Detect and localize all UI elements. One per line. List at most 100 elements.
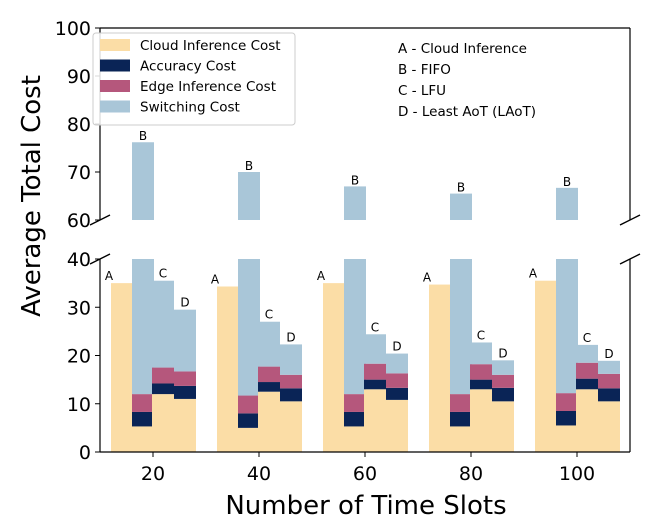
bar-label-20-b: B [139,129,147,143]
bar-80-c-cloud-inference-cost [470,389,492,452]
bar-label-40-a: A [211,273,220,287]
annotation-1: B - FIFO [398,62,451,78]
legend-swatch-cloud-inference-cost [100,39,130,51]
bar-label-40-b: B [245,159,253,173]
bar-40-b-switching-cost [238,259,260,396]
bar-40-d-edge-inference-cost [280,374,302,389]
bar-80-d-cloud-inference-cost [492,401,514,452]
bar-40-b-accuracy-cost [238,413,260,428]
bar-label-60-d: D [392,340,401,354]
bar-20-c-cloud-inference-cost [152,394,174,452]
annotation-0: A - Cloud Inference [398,41,527,57]
legend: Cloud Inference Cost Accuracy Cost Edge In… [92,32,296,126]
bar-40-c-edge-inference-cost [258,366,280,383]
bar-40-b-cloud-inference-cost [238,427,260,452]
bar-label-60-b: B [351,173,359,187]
bar-40-b-edge-inference-cost [238,395,260,414]
legend-label-edge-inference-cost: Edge Inference Cost [140,79,276,95]
y-tick-label-30: 30 [67,297,91,319]
bar-80-b-cloud-inference-cost [450,426,472,452]
bar-80-b-switching-cost-upper [450,193,472,220]
bar-60-c-cloud-inference-cost [364,389,386,452]
bar-20-b-switching-cost-upper [132,142,154,220]
bar-label-40-d: D [286,330,295,344]
bar-label-100-b: B [563,175,571,189]
axes-layer: 60 70 80 90 100 0 10 20 30 40 20 40 60 80 100 [55,18,641,485]
bar-80-c-edge-inference-cost [470,364,492,380]
bar-80-d-switching-cost [492,360,514,375]
bar-80-a-cloud-inference-cost [429,284,451,452]
bar-80-b-edge-inference-cost [450,394,472,412]
bar-60-c-accuracy-cost [364,379,386,390]
y-tick-label-0: 0 [79,442,91,464]
y-tick-label-70: 70 [67,162,91,184]
bar-80-d-edge-inference-cost [492,374,514,388]
x-tick-label-40: 40 [247,463,271,485]
bar-label-80-b: B [457,181,465,195]
bar-100-d-accuracy-cost [598,388,620,402]
bar-20-b-accuracy-cost [132,411,154,427]
y-axis-title: Average Total Cost [17,75,47,317]
bar-label-40-c: C [265,308,273,322]
bar-20-d-edge-inference-cost [174,371,196,386]
x-tick-label-20: 20 [141,463,165,485]
bar-100-b-edge-inference-cost [556,393,578,411]
bar-40-d-cloud-inference-cost [280,401,302,452]
bar-60-d-cloud-inference-cost [386,399,408,452]
bar-80-b-switching-cost [450,259,472,395]
bar-60-b-accuracy-cost [344,411,366,427]
break-mark-upper-right [619,214,641,226]
bar-60-c-edge-inference-cost [364,363,386,380]
bar-100-c-cloud-inference-cost [576,389,598,452]
bar-60-b-cloud-inference-cost [344,426,366,452]
bar-40-d-accuracy-cost [280,388,302,402]
bar-label-100-c: C [583,331,591,345]
bar-label-100-a: A [529,267,538,281]
bar-60-a-cloud-inference-cost [323,283,345,452]
legend-swatch-edge-inference-cost [100,80,130,92]
bar-80-b-accuracy-cost [450,411,472,427]
bar-60-b-edge-inference-cost [344,394,366,412]
y-tick-label-10: 10 [67,394,91,416]
method-annotations: A - Cloud Inference B - FIFO C - LFU D - Le… [398,41,536,120]
bar-20-b-cloud-inference-cost [132,426,154,452]
bar-20-c-edge-inference-cost [152,367,174,384]
bar-20-c-switching-cost [152,280,174,368]
bar-100-b-cloud-inference-cost [556,425,578,452]
bar-label-80-c: C [477,328,485,342]
y-tick-label-80: 80 [67,114,91,136]
bar-100-d-cloud-inference-cost [598,401,620,452]
bar-label-80-d: D [498,346,507,360]
bar-20-b-edge-inference-cost [132,394,154,412]
bar-label-60-c: C [371,320,379,334]
bar-100-a-cloud-inference-cost [535,280,557,452]
bar-label-80-a: A [423,271,432,285]
bar-100-c-accuracy-cost [576,378,598,390]
bar-20-d-cloud-inference-cost [174,398,196,452]
bar-60-b-switching-cost [344,259,366,395]
y-tick-label-20: 20 [67,346,91,368]
bar-60-c-switching-cost [364,334,386,364]
x-axis-title: Number of Time Slots [225,491,506,521]
break-mark-lower-right [619,253,641,265]
legend-swatch-switching-cost [100,100,130,113]
bar-label-20-d: D [180,296,189,310]
bar-100-b-switching-cost [556,259,578,394]
bar-80-c-accuracy-cost [470,379,492,390]
bar-20-c-accuracy-cost [152,383,174,395]
bar-100-b-switching-cost-upper [556,187,578,220]
bar-label-60-a: A [317,269,326,283]
x-tick-label-100: 100 [559,463,595,485]
bar-40-d-switching-cost [280,344,302,375]
legend-label-cloud-inference-cost: Cloud Inference Cost [140,38,281,54]
bars-layer [111,142,620,452]
bar-40-a-cloud-inference-cost [217,286,239,452]
bar-100-b-accuracy-cost [556,410,578,426]
bar-100-c-edge-inference-cost [576,362,598,379]
bar-20-d-switching-cost [174,309,196,372]
bar-80-c-switching-cost [470,342,492,365]
bar-20-b-switching-cost [132,259,154,395]
legend-label-switching-cost: Switching Cost [140,100,240,116]
